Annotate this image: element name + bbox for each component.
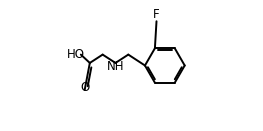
Text: O: O	[80, 81, 89, 94]
Text: HO: HO	[67, 48, 85, 61]
Text: NH: NH	[107, 60, 124, 73]
Text: F: F	[153, 8, 160, 21]
